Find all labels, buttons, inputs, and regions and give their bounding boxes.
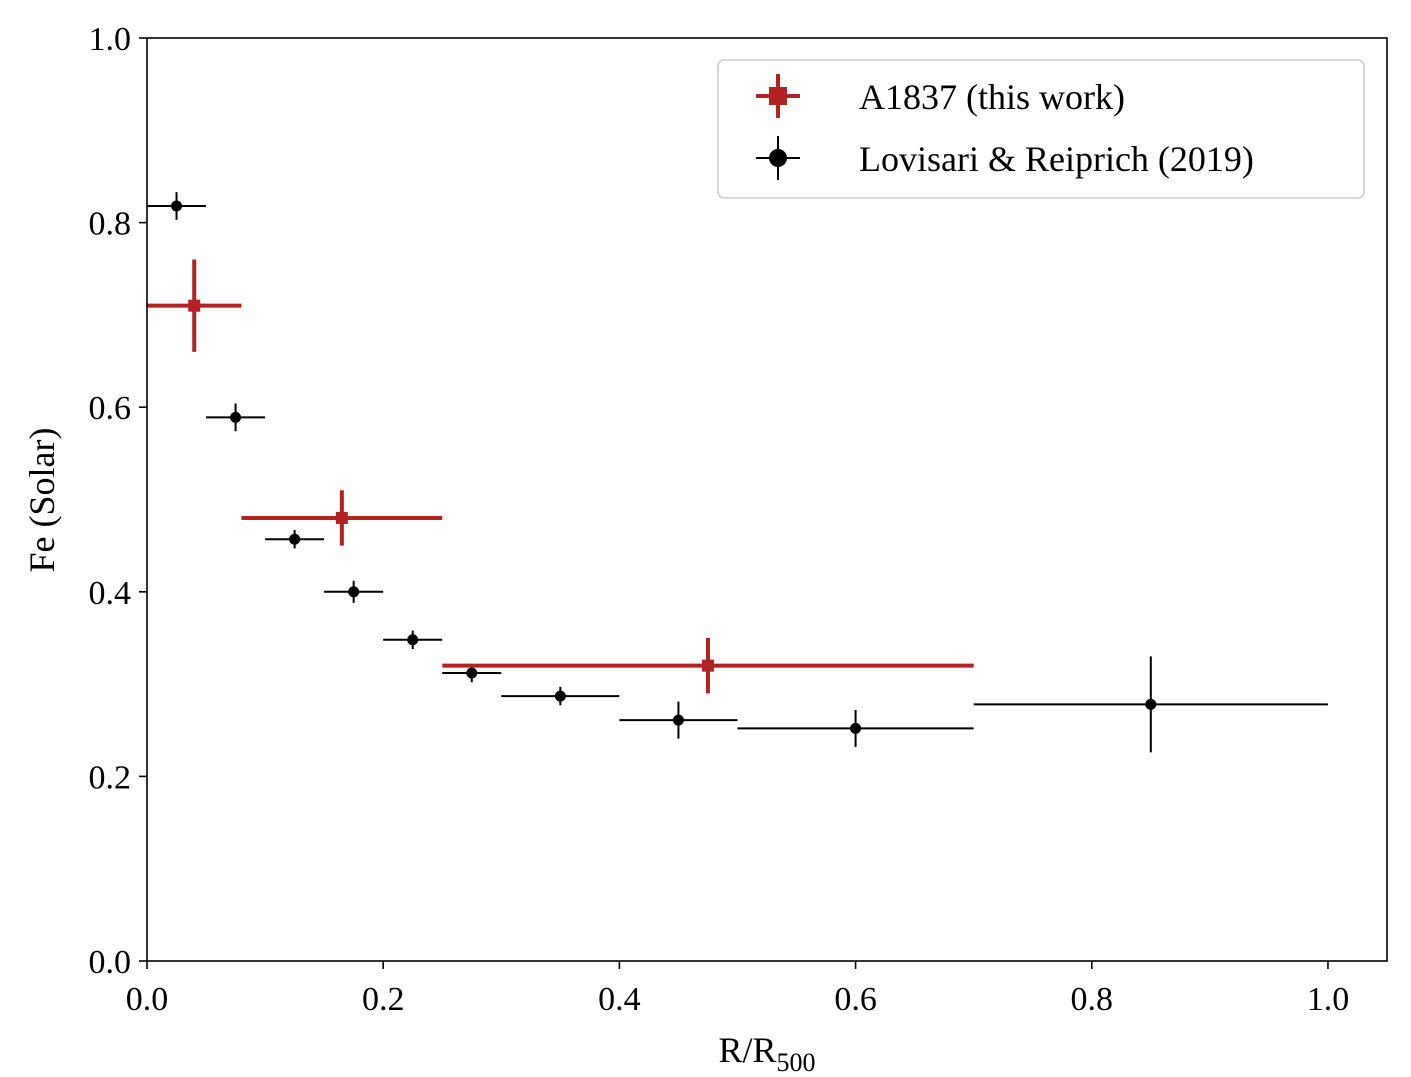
lovisari-data-point	[206, 403, 266, 432]
y-tick-label: 0.0	[89, 944, 132, 981]
circle-marker	[672, 714, 684, 726]
lovisari-data-point	[501, 686, 620, 706]
x-tick-label: 0.6	[834, 981, 877, 1018]
y-axis-label: Fe (Solar)	[22, 428, 62, 573]
y-tick-label: 0.2	[89, 759, 132, 796]
lovisari-data-point	[737, 709, 974, 747]
circle-marker	[850, 722, 862, 734]
legend-entry-lovisari: Lovisari & Reiprich (2019)	[756, 136, 1254, 180]
legend-entry-a1837: A1837 (this work)	[756, 74, 1125, 118]
legend: A1837 (this work) Lovisari & Reiprich (2…	[717, 59, 1365, 199]
x-axis-label-subscript: 500	[777, 1048, 816, 1077]
x-tick-label: 0.4	[598, 981, 641, 1018]
lovisari-data-point	[147, 192, 207, 220]
circle-marker	[554, 690, 566, 702]
lovisari-data-point	[383, 630, 443, 650]
x-axis-label: R/R500	[718, 1030, 815, 1077]
circle-marker	[230, 411, 242, 423]
circle-marker	[289, 533, 301, 545]
lovisari-data-point	[324, 580, 384, 603]
y-tick-label: 1.0	[89, 21, 132, 58]
circle-marker	[171, 200, 183, 212]
circle-marker	[348, 586, 360, 598]
lovisari-data-point	[265, 529, 325, 549]
square-marker	[701, 659, 714, 672]
plot-area	[147, 192, 1328, 753]
x-tick-label: 0.2	[362, 981, 405, 1018]
a1837-data-point	[147, 259, 242, 352]
square-marker	[335, 511, 348, 524]
x-axis-label-main: R/R	[718, 1030, 776, 1070]
square-marker	[188, 299, 201, 312]
series-lovisari-reiprich	[147, 192, 1328, 753]
legend-box	[717, 59, 1365, 199]
x-tick-label: 0.0	[126, 981, 169, 1018]
y-axis: 0.0 0.2 0.4 0.6 0.8 1.0	[89, 21, 147, 981]
lovisari-data-point	[619, 701, 738, 739]
legend-label-lovisari: Lovisari & Reiprich (2019)	[859, 139, 1254, 179]
x-tick-label: 1.0	[1307, 981, 1350, 1018]
lovisari-data-point	[442, 663, 502, 683]
circle-marker	[407, 634, 419, 646]
axes-frame	[146, 37, 1388, 962]
y-tick-label: 0.8	[89, 206, 132, 243]
lovisari-data-point	[973, 656, 1328, 753]
a1837-data-point	[241, 490, 443, 546]
circle-marker	[466, 667, 478, 679]
legend-label-a1837: A1837 (this work)	[859, 77, 1125, 117]
circle-marker	[1145, 698, 1157, 710]
series-a1837	[147, 259, 974, 694]
x-axis: 0.0 0.2 0.4 0.6 0.8 1.0	[126, 961, 1349, 1018]
a1837-data-point	[442, 637, 974, 694]
y-tick-label: 0.4	[89, 575, 132, 612]
x-tick-label: 0.8	[1071, 981, 1114, 1018]
y-tick-label: 0.6	[89, 390, 132, 427]
